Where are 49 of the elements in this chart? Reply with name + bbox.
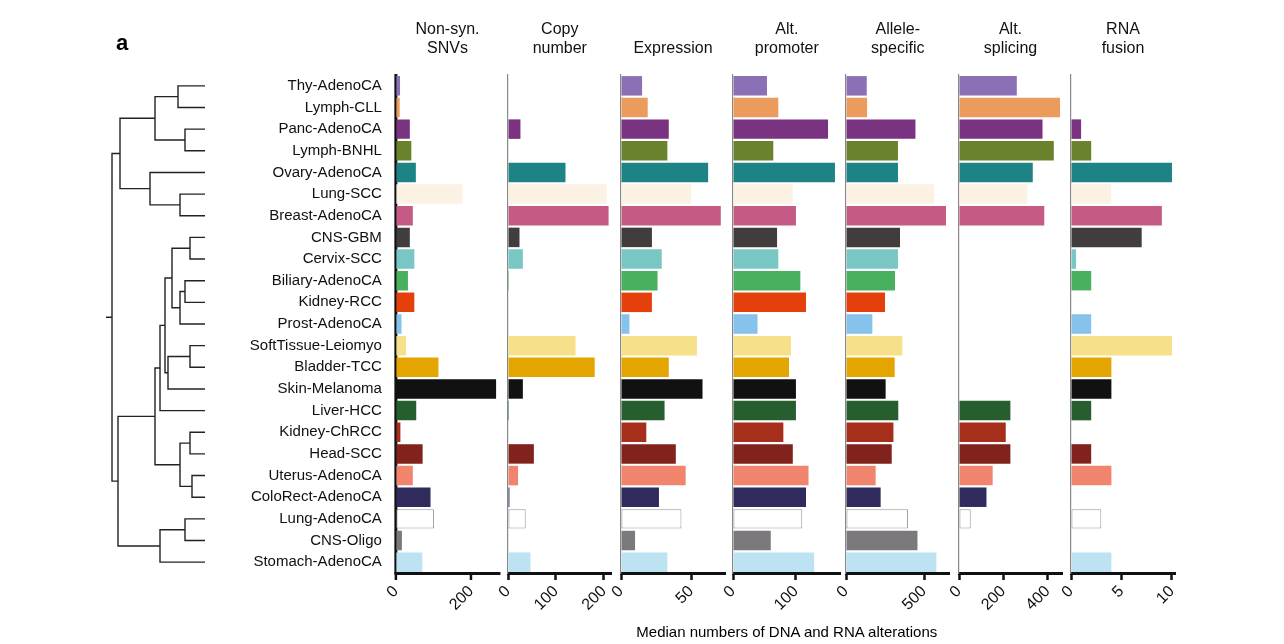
y-tick-label: Panc-AdenoCA xyxy=(278,119,382,137)
chart-title: Copy number xyxy=(532,19,587,57)
x-tick-label: 10 xyxy=(1152,581,1178,607)
text: a xyxy=(116,30,129,56)
y-tick-label: Lymph-CLL xyxy=(304,97,382,115)
x-tick-label: 5 xyxy=(1108,581,1127,601)
chart-title: Alt. splicing xyxy=(983,19,1038,57)
x-tick-label: 0 xyxy=(720,581,739,601)
y-tick-label: Ovary-AdenoCA xyxy=(272,162,382,180)
x-tick-label: 500 xyxy=(898,581,930,613)
chart-title: Non-syn. SNVs xyxy=(415,19,480,57)
x-tick-label: 400 xyxy=(1021,581,1053,613)
chart-title: RNA fusion xyxy=(1101,19,1145,57)
y-tick-label: SoftTissue-Leiomyo xyxy=(249,335,382,353)
chart-title: Allele-specific xyxy=(871,19,925,57)
y-tick-label: Prost-AdenoCA xyxy=(277,314,382,332)
y-tick-label: Lung-SCC xyxy=(311,184,383,202)
x-tick-label: 50 xyxy=(671,581,697,607)
y-tick-label: Biliary-AdenoCA xyxy=(271,270,382,288)
y-tick-label: Head-SCC xyxy=(309,444,383,462)
x-tick-label: 200 xyxy=(977,581,1009,613)
y-tick-label: Skin-Melanoma xyxy=(277,379,383,397)
x-tick-label: 0 xyxy=(607,581,627,601)
x-tick-label: 0 xyxy=(1057,581,1077,601)
x-tick-label: 0 xyxy=(833,581,852,601)
y-tick-label: Lung-AdenoCA xyxy=(279,509,382,527)
y-tick-label: Cervix-SCC xyxy=(302,249,383,267)
y-tick-label: Stomach-AdenoCA xyxy=(253,552,382,570)
chart-title: Expression xyxy=(633,38,713,57)
x-tick-label: 0 xyxy=(495,581,514,601)
x-tick-label: 100 xyxy=(530,581,562,613)
x-axis-title: Median numbers of DNA and RNA alterations xyxy=(636,623,938,640)
x-tick-label: 0 xyxy=(945,581,965,601)
y-tick-label: CNS-GBM xyxy=(310,227,382,245)
y-tick-label: Liver-HCC xyxy=(311,400,383,418)
y-tick-label: Breast-AdenoCA xyxy=(269,205,382,223)
y-tick-label: Uterus-AdenoCA xyxy=(268,465,382,483)
chart-title: Alt. promoter xyxy=(754,19,819,57)
y-tick-label: Thy-AdenoCA xyxy=(287,75,382,93)
x-tick-label: 0 xyxy=(382,581,402,601)
y-tick-label: Kidney-ChRCC xyxy=(279,422,383,440)
y-tick-label: CNS-Oligo xyxy=(310,530,382,548)
x-tick-label: 100 xyxy=(770,581,802,613)
x-tick-label: 200 xyxy=(445,581,477,613)
x-tick-label: 200 xyxy=(578,581,610,613)
y-tick-label: ColoRect-AdenoCA xyxy=(250,487,382,505)
y-tick-label: Lymph-BNHL xyxy=(292,140,382,158)
y-tick-label: Bladder-TCC xyxy=(294,357,383,375)
y-tick-label: Kidney-RCC xyxy=(298,292,383,310)
